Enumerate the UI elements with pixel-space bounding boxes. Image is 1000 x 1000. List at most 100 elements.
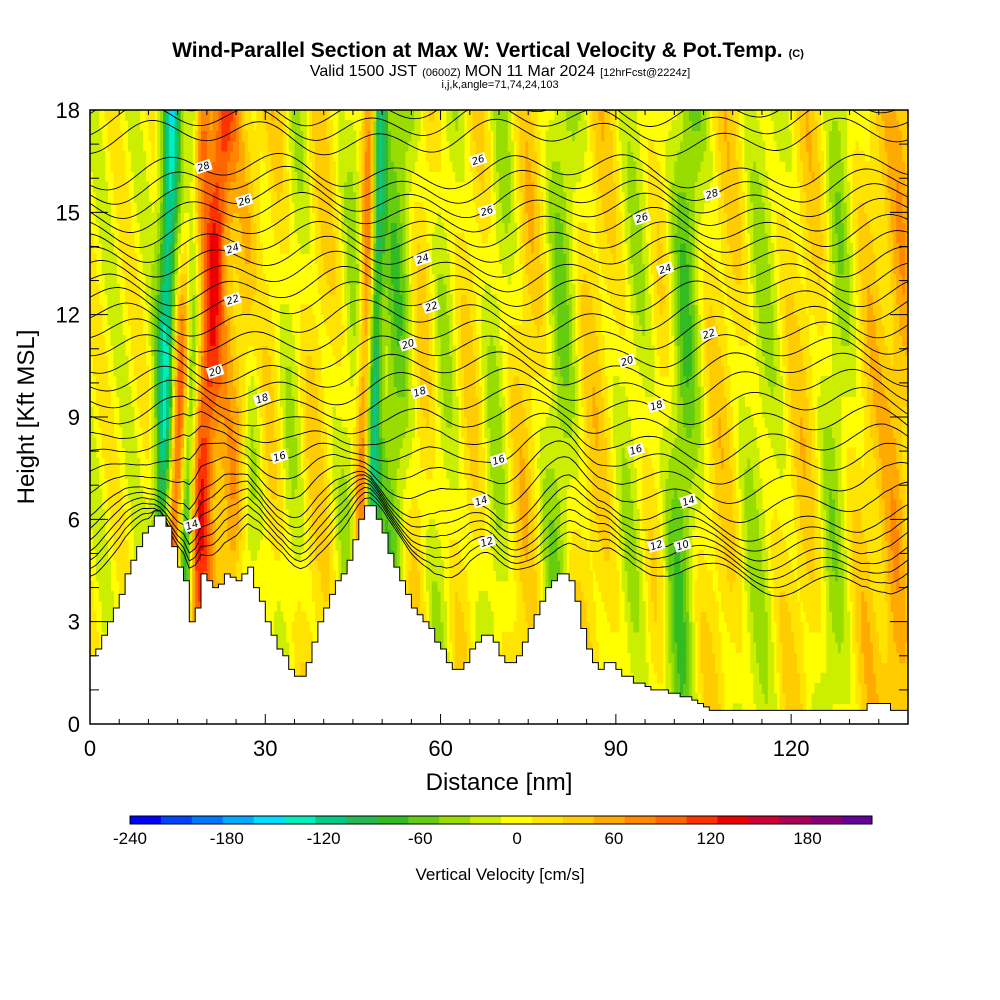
heatmap-cell (244, 437, 249, 449)
heatmap-cell (277, 212, 281, 224)
heatmap-cell (221, 406, 225, 418)
heatmap-cell (104, 539, 109, 551)
heatmap-cell (306, 335, 310, 346)
heatmap-cell (163, 202, 167, 213)
heatmap-cell (163, 509, 167, 520)
heatmap-cell (250, 457, 255, 469)
heatmap-cell (142, 386, 147, 398)
heatmap-cell (163, 498, 167, 510)
heatmap-cell (203, 130, 208, 142)
heatmap-cell (239, 273, 243, 285)
heatmap-cell (326, 550, 331, 561)
heatmap-cell (294, 202, 298, 213)
heatmap-cell (218, 314, 222, 326)
heatmap-cell (393, 478, 398, 490)
heatmap-cell (291, 181, 296, 193)
heatmap-cell (253, 529, 258, 541)
heatmap-cell (323, 488, 328, 500)
heatmap-cell (177, 457, 182, 469)
heatmap-cell (224, 191, 228, 203)
heatmap-cell (262, 314, 266, 326)
heatmap-cell (224, 417, 228, 428)
heatmap-cell (239, 171, 243, 183)
heatmap-cell (268, 324, 272, 336)
heatmap-cell (323, 191, 328, 203)
heatmap-cell (236, 140, 240, 152)
heatmap-cell (174, 161, 179, 172)
heatmap-cell (206, 243, 211, 254)
heatmap-cell (317, 468, 322, 479)
heatmap-cell (218, 263, 222, 275)
heatmap-cell (277, 621, 281, 633)
heatmap-cell (189, 386, 193, 398)
heatmap-cell (180, 294, 185, 305)
heatmap-cell (98, 345, 103, 357)
heatmap-cell (317, 120, 322, 131)
heatmap-cell (291, 386, 296, 398)
heatmap-cell (341, 161, 345, 172)
heatmap-cell (95, 488, 100, 500)
heatmap-cell (104, 550, 109, 561)
heatmap-cell (95, 314, 100, 326)
heatmap-cell (168, 263, 173, 275)
heatmap-cell (92, 110, 97, 121)
heatmap-cell (180, 396, 185, 408)
heatmap-cell (113, 314, 117, 326)
heatmap-cell (215, 570, 220, 582)
heatmap-cell (107, 202, 111, 213)
heatmap-cell (107, 427, 111, 438)
heatmap-cell (139, 335, 144, 346)
heatmap-cell (157, 140, 161, 152)
heatmap-cell (110, 161, 114, 172)
heatmap-cell (268, 345, 272, 357)
heatmap-cell (168, 335, 173, 346)
heatmap-cell (122, 560, 126, 572)
heatmap-cell (151, 222, 155, 234)
heatmap-cell (104, 427, 109, 438)
heatmap-cell (250, 314, 255, 326)
heatmap-cell (282, 427, 287, 438)
heatmap-cell (209, 130, 214, 142)
heatmap-cell (230, 386, 234, 398)
heatmap-cell (95, 529, 100, 541)
heatmap-cell (294, 181, 298, 193)
heatmap-cell (294, 130, 298, 142)
heatmap-cell (256, 335, 260, 346)
heatmap-cell (300, 386, 304, 398)
heatmap-cell (233, 488, 237, 500)
heatmap-cell (294, 161, 298, 172)
heatmap-cell (142, 376, 147, 387)
heatmap-cell (315, 140, 319, 152)
heatmap-cell (227, 273, 231, 285)
heatmap-cell (104, 376, 109, 387)
heatmap-cell (233, 273, 237, 285)
heatmap-cell (233, 304, 237, 316)
heatmap-cell (352, 437, 357, 449)
heatmap-cell (230, 570, 234, 582)
heatmap-cell (279, 386, 284, 398)
heatmap-cell (183, 386, 187, 398)
heatmap-cell (209, 110, 214, 121)
heatmap-cell (215, 550, 220, 561)
heatmap-cell (151, 509, 155, 520)
heatmap-cell (312, 498, 316, 510)
heatmap-cell (209, 468, 214, 479)
heatmap-cell (297, 611, 301, 623)
heatmap-cell (157, 191, 161, 203)
heatmap-cell (367, 437, 371, 449)
heatmap-cell (166, 386, 170, 398)
heatmap-cell (148, 284, 152, 295)
heatmap-cell (250, 509, 255, 520)
heatmap-cell (227, 284, 231, 295)
heatmap-cell (277, 140, 281, 152)
heatmap-cell (154, 427, 158, 438)
heatmap-cell (224, 345, 228, 357)
heatmap-cell (157, 263, 161, 275)
heatmap-cell (218, 130, 222, 142)
heatmap-cell (218, 355, 222, 367)
heatmap-cell (119, 304, 123, 316)
heatmap-cell (209, 529, 214, 541)
heatmap-cell (139, 488, 144, 500)
heatmap-cell (116, 304, 120, 316)
heatmap-cell (268, 335, 272, 346)
